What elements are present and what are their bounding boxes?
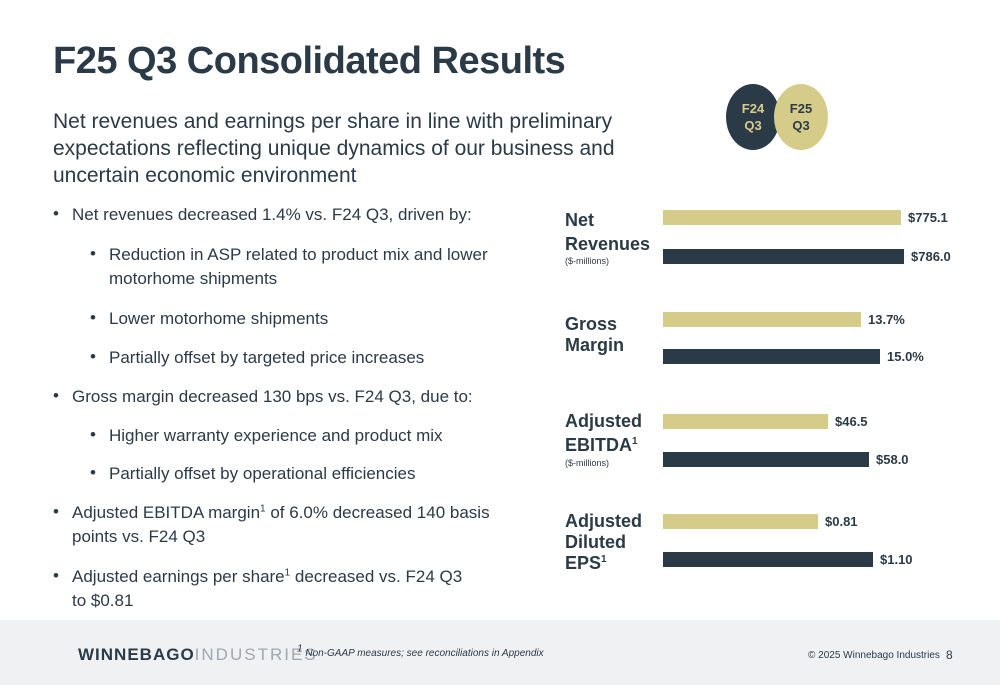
value-net-revenues-f24: $786.0	[911, 249, 951, 264]
value-adjusted-eps-f25: $0.81	[825, 514, 858, 529]
bar-net-revenues-f25	[663, 210, 901, 225]
metric-label-adjusted-eps: Adjusted Diluted EPS1	[565, 511, 643, 573]
metric-label-adjusted-ebitda: Adjusted EBITDA1	[565, 411, 643, 455]
bar-adjusted-ebitda-f24	[663, 452, 869, 467]
metric-label-gross-margin: Gross Margin	[565, 314, 625, 355]
value-gross-margin-f25: 13.7%	[868, 312, 905, 327]
footer: WINNEBAGOINDUSTRIES 1 Non-GAAP measures;…	[0, 620, 1000, 685]
value-adjusted-ebitda-f24: $58.0	[876, 452, 909, 467]
bar-gross-margin-f24	[663, 349, 880, 364]
bar-adjusted-ebitda-f25	[663, 414, 828, 429]
metric-unit-adjusted-ebitda: ($-millions)	[565, 458, 610, 468]
bar-adjusted-eps-f24	[663, 552, 873, 567]
page-title: F25 Q3 Consolidated Results	[53, 40, 566, 82]
metric-unit-net-revenues: ($-millions)	[565, 256, 610, 266]
bar-net-revenues-f24	[663, 249, 904, 264]
legend-f25-q3: F25 Q3	[774, 84, 828, 150]
winnebago-logo: WINNEBAGOINDUSTRIES	[78, 645, 318, 664]
page-subtitle: Net revenues and earnings per share in l…	[53, 110, 615, 187]
copyright: © 2025 Winnebago Industries	[808, 650, 940, 661]
value-gross-margin-f24: 15.0%	[887, 349, 924, 364]
value-net-revenues-f25: $775.1	[908, 210, 948, 225]
bar-gross-margin-f25	[663, 312, 861, 327]
footnote: 1 Non-GAAP measures; see reconciliations…	[297, 643, 544, 659]
bar-adjusted-eps-f25	[663, 514, 818, 529]
page-number: 8	[946, 648, 953, 662]
legend-f24-q3: F24 Q3	[726, 84, 780, 150]
metric-label-net-revenues: Net Revenues	[565, 210, 651, 254]
value-adjusted-eps-f24: $1.10	[880, 552, 913, 567]
value-adjusted-ebitda-f25: $46.5	[835, 414, 868, 429]
